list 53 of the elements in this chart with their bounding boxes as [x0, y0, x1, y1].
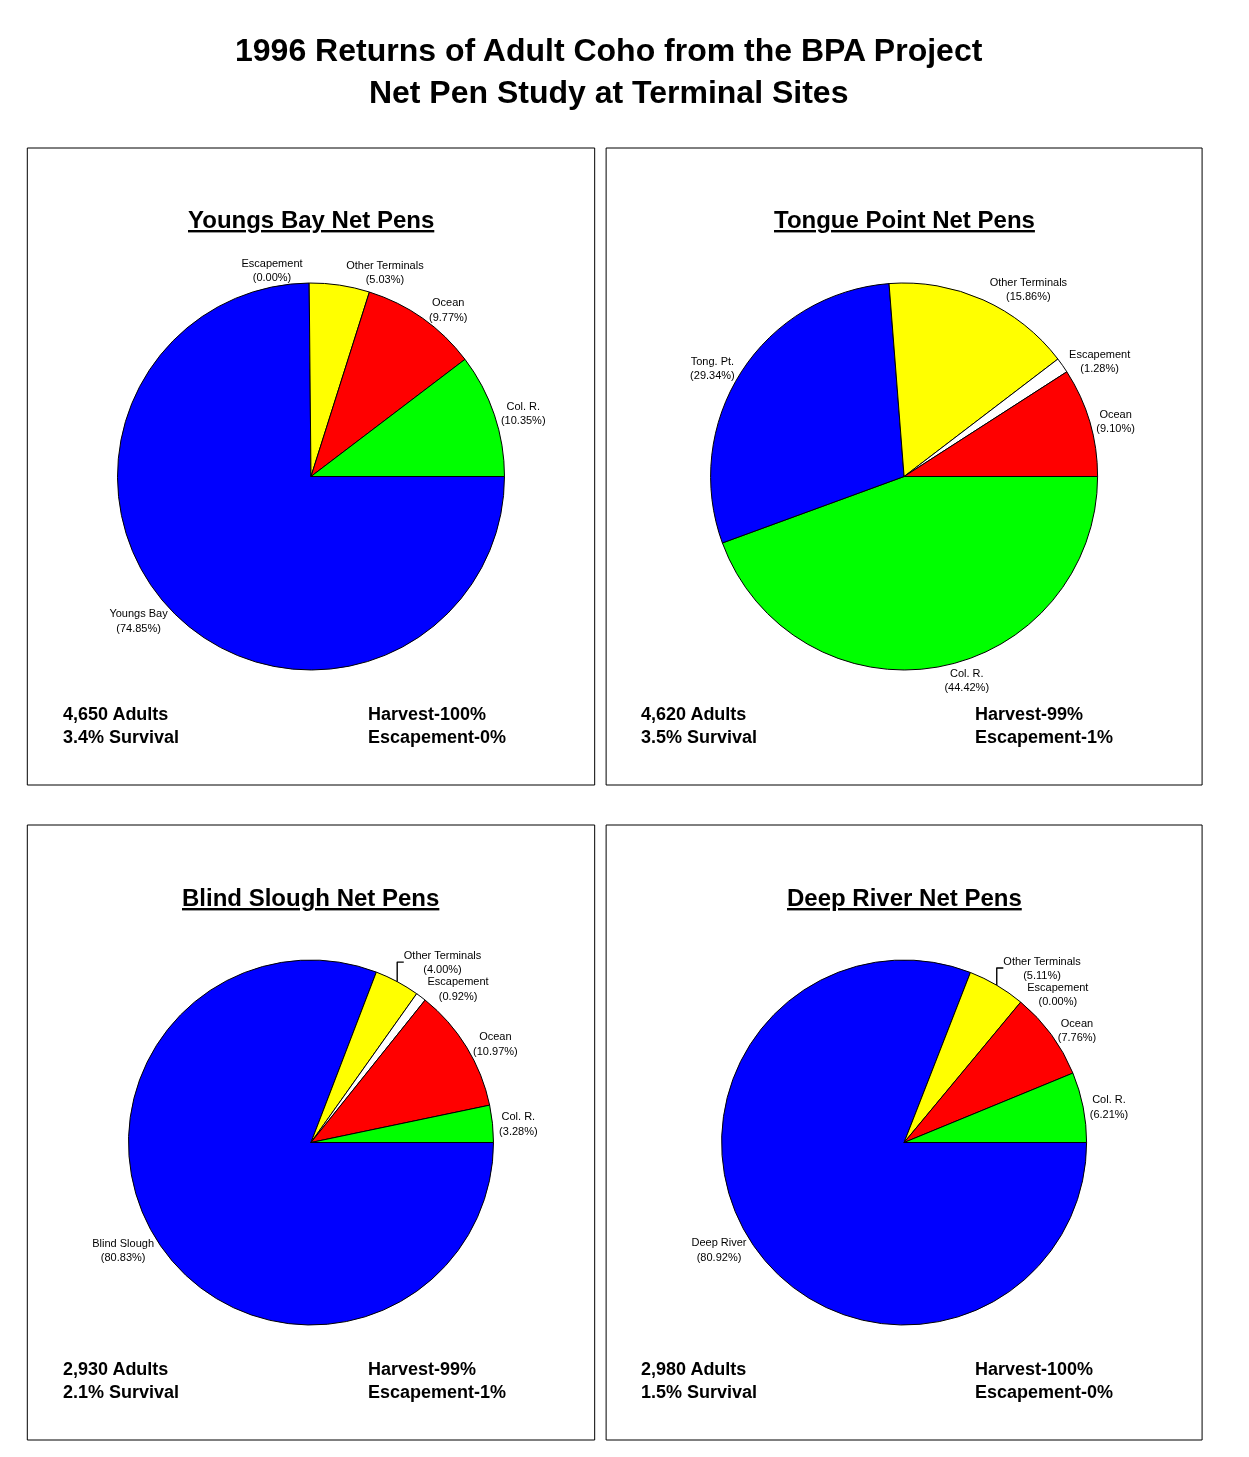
slice-label: Youngs Bay	[109, 607, 169, 620]
data-label: (9.77%)	[428, 310, 468, 323]
data-label: (7.76%)	[1057, 1030, 1097, 1043]
data-label: (3.28%)	[499, 1124, 538, 1137]
slice-label: Escapement	[1069, 347, 1131, 360]
slice-label: Blind Slough	[92, 1236, 155, 1249]
slice-label: Tong. Pt.	[690, 354, 735, 367]
text: Harvest-100% Escapement-0%	[975, 1359, 1114, 1403]
text: 2,930 Adults 2.1% Survival	[63, 1359, 180, 1403]
chart-title: Youngs Bay Net Pens	[188, 206, 435, 233]
data-label: (10.35%)	[500, 414, 546, 427]
slice-label: Ocean	[1099, 407, 1132, 420]
slice-label: Escapement	[427, 975, 489, 988]
data-label: (15.86%)	[1006, 290, 1051, 303]
data-label: (4.00%)	[423, 963, 462, 976]
category-label: Escapement	[241, 256, 303, 269]
data-label: (74.85%)	[116, 621, 161, 634]
text: (0.00%)	[1038, 995, 1078, 1008]
slice-label: Ocean	[432, 296, 465, 309]
text: Harvest-99% Escapement-1%	[975, 704, 1114, 748]
text: (0.00%)	[252, 271, 292, 284]
slice-label: Col. R.	[506, 400, 541, 413]
slice-label: Col. R.	[949, 666, 984, 679]
slice-label: Other Terminals	[346, 259, 425, 272]
data-label: (80.92%)	[696, 1250, 742, 1263]
text: 1996 Returns of Adult Coho from the BPA Project Net Pen Study at Terminal Sites	[235, 32, 983, 110]
slice-label: Col. R.	[1092, 1093, 1126, 1106]
slice-label: Other Terminals	[989, 275, 1068, 288]
slice-label: Other Terminals	[403, 949, 482, 962]
data-label: (44.42%)	[944, 680, 990, 693]
category-label: Escapement	[1027, 981, 1089, 994]
slice-label: Ocean	[1060, 1016, 1094, 1029]
slice-label: Other Terminals	[1003, 954, 1082, 967]
chart-title: Tongue Point Net Pens	[774, 206, 1035, 233]
chart-title: Blind Slough Net Pens	[182, 884, 440, 911]
data-label: (80.83%)	[100, 1251, 146, 1264]
data-label: (1.28%)	[1080, 362, 1119, 375]
data-label: (5.11%)	[1023, 969, 1061, 982]
slice-label: Col. R.	[501, 1110, 536, 1123]
data-label: (6.21%)	[1089, 1107, 1129, 1120]
chart-title: Deep River Net Pens	[787, 884, 1022, 911]
text: 2,980 Adults 1.5% Survival	[641, 1359, 758, 1403]
data-label: (0.92%)	[438, 989, 478, 1002]
text: 4,620 Adults 3.5% Survival	[641, 704, 758, 748]
text: Harvest-99% Escapement-1%	[368, 1359, 507, 1403]
slice-label: Deep River	[691, 1236, 747, 1249]
slice-label: Ocean	[479, 1030, 512, 1043]
text: Harvest-100% Escapement-0%	[368, 704, 507, 748]
data-label: (10.97%)	[473, 1044, 518, 1057]
data-label: (9.10%)	[1096, 422, 1135, 435]
text: 4,650 Adults 3.4% Survival	[63, 704, 180, 748]
data-label: (29.34%)	[690, 369, 735, 382]
data-label: (5.03%)	[365, 273, 405, 286]
